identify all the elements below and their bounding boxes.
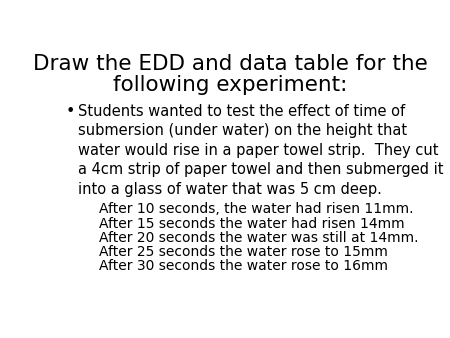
Text: After 30 seconds the water rose to 16mm: After 30 seconds the water rose to 16mm xyxy=(99,259,388,273)
Text: After 15 seconds the water had risen 14mm: After 15 seconds the water had risen 14m… xyxy=(99,217,405,231)
Text: After 20 seconds the water was still at 14mm.: After 20 seconds the water was still at … xyxy=(99,231,419,245)
Text: After 25 seconds the water rose to 15mm: After 25 seconds the water rose to 15mm xyxy=(99,245,388,259)
Text: following experiment:: following experiment: xyxy=(113,75,348,95)
Text: Students wanted to test the effect of time of
submersion (under water) on the he: Students wanted to test the effect of ti… xyxy=(78,104,443,197)
Text: After 10 seconds, the water had risen 11mm.: After 10 seconds, the water had risen 11… xyxy=(99,202,414,216)
Text: Draw the EDD and data table for the: Draw the EDD and data table for the xyxy=(33,54,428,74)
Text: •: • xyxy=(66,104,75,119)
